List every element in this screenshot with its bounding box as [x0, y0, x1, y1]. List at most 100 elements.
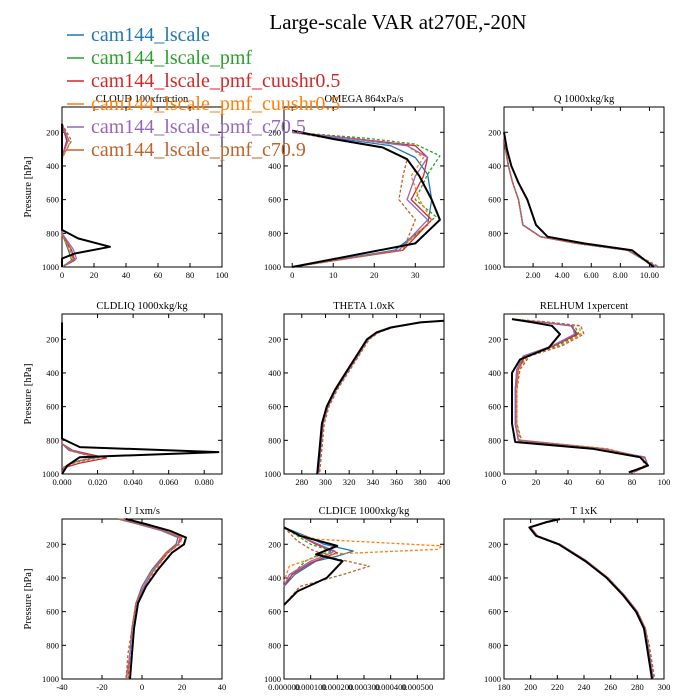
x-tick-label: 220: [551, 682, 564, 692]
series-line-obs: [283, 526, 344, 606]
y-tick-label: 1000: [264, 674, 281, 684]
x-tick-label: 40: [218, 682, 227, 692]
panel-5: THETA 1.0xK 200 400 600 800 1000 280 300 320 340 3…: [264, 301, 450, 487]
x-tick-label: 0: [290, 270, 294, 280]
y-tick-label: 1000: [42, 262, 59, 272]
x-tick-label: 20: [370, 270, 379, 280]
panel-frame: [503, 313, 665, 475]
y-axis-label: Pressure [hPa]: [23, 364, 34, 425]
panel-frame: [503, 518, 665, 680]
y-tick-label: 600: [46, 195, 59, 205]
series-line-2: [292, 131, 441, 268]
x-tick-label: 340: [367, 477, 380, 487]
series-line-3: [292, 131, 433, 268]
y-axis-label: Pressure [hPa]: [23, 157, 34, 218]
series-line-1: [530, 518, 654, 680]
x-tick-label: 200: [524, 682, 537, 692]
y-tick-label: 400: [268, 573, 281, 583]
series-line-6: [318, 320, 445, 475]
y-tick-label: 600: [268, 607, 281, 617]
series-line-2: [530, 518, 654, 680]
x-tick-label: 40: [564, 477, 573, 487]
y-tick-label: 600: [46, 607, 59, 617]
x-tick-label: 30: [411, 270, 420, 280]
y-tick-label: 200: [268, 539, 281, 549]
x-tick-label: 8.00: [613, 270, 628, 280]
x-tick-label: 0.020: [88, 477, 107, 487]
panel-title: U 1xm/s: [124, 506, 160, 517]
figure-title: Large-scale VAR at270E,-20N: [269, 10, 526, 34]
x-tick-label: 400: [438, 477, 451, 487]
series-line-5: [292, 131, 429, 268]
y-tick-label: 200: [488, 334, 501, 344]
panel-8: CLDICE 1000xkg/kg 200 400 600 800 10000.00000…: [264, 506, 445, 692]
x-tick-label: 180: [498, 682, 511, 692]
y-tick-label: 1000: [264, 262, 281, 272]
panel-frame: [61, 518, 223, 680]
x-tick-label: 80: [628, 477, 637, 487]
y-tick-label: 600: [488, 607, 501, 617]
y-tick-label: 400: [268, 161, 281, 171]
panel-frame: [283, 313, 445, 475]
y-tick-label: 600: [268, 195, 281, 205]
y-tick-label: 1000: [484, 469, 501, 479]
x-tick-label: 0: [60, 270, 64, 280]
panel-title: T 1xK: [571, 506, 598, 517]
x-tick-label: 260: [604, 682, 617, 692]
panel-2: OMEGA 864xPa/s 200 400 600 800 1000 0 10 20 30: [264, 94, 445, 280]
series-line-obs: [125, 518, 187, 680]
series-line-3: [511, 318, 649, 473]
y-tick-label: 200: [268, 334, 281, 344]
y-tick-label: 600: [268, 402, 281, 412]
panel-title: Q 1000xkg/kg: [554, 94, 615, 105]
x-tick-label: 0.000100: [295, 682, 327, 692]
series-line-obs: [528, 518, 653, 680]
series-line-5: [511, 318, 649, 473]
series-line-6: [283, 526, 370, 606]
panel-title: CLDICE 1000xkg/kg: [319, 506, 410, 517]
y-tick-label: 200: [488, 539, 501, 549]
series-line-1: [117, 518, 179, 680]
y-tick-label: 400: [46, 573, 59, 583]
series-line-5: [530, 518, 654, 680]
panel-title: RELHUM 1xpercent: [540, 301, 628, 312]
legend-label: cam144_lscale: [91, 24, 210, 46]
legend-label: cam144_lscale_pmf_cuushr0.5: [91, 93, 340, 115]
series-line-2: [119, 518, 181, 680]
legend-label: cam144_lscale_pmf: [91, 47, 252, 69]
x-tick-label: 100: [658, 477, 671, 487]
y-tick-label: 400: [268, 368, 281, 378]
x-tick-label: 320: [343, 477, 356, 487]
x-tick-label: 0.000000: [268, 682, 300, 692]
y-tick-label: 400: [488, 573, 501, 583]
panel-title: THETA 1.0xK: [333, 301, 395, 312]
y-tick-label: 1000: [484, 674, 501, 684]
panel-title: CLDLIQ 1000xkg/kg: [96, 301, 188, 312]
series-line-obs: [511, 318, 649, 474]
series-line-2: [511, 318, 648, 473]
y-tick-label: 800: [46, 228, 59, 238]
y-tick-label: 1000: [42, 469, 59, 479]
y-tick-label: 200: [46, 334, 59, 344]
x-tick-label: 60: [154, 270, 163, 280]
x-tick-label: 80: [186, 270, 195, 280]
x-tick-label: 300: [319, 477, 332, 487]
series-line-6: [530, 518, 656, 680]
panel-frame: [283, 106, 445, 268]
y-tick-label: 1000: [484, 262, 501, 272]
legend-label: cam144_lscale_pmf_c70.9: [91, 139, 306, 161]
y-tick-label: 200: [46, 539, 59, 549]
legend-label: cam144_lscale_pmf_cuushr0.5: [91, 70, 340, 92]
series-line-1: [283, 526, 354, 587]
panel-frame: [283, 518, 445, 680]
x-tick-label: 0: [502, 477, 506, 487]
y-tick-label: 600: [46, 402, 59, 412]
x-tick-label: 6.00: [584, 270, 599, 280]
series-line-1: [317, 320, 445, 475]
y-tick-label: 800: [268, 640, 281, 650]
series-line-6: [117, 518, 179, 680]
x-tick-label: 0.000200: [321, 682, 353, 692]
